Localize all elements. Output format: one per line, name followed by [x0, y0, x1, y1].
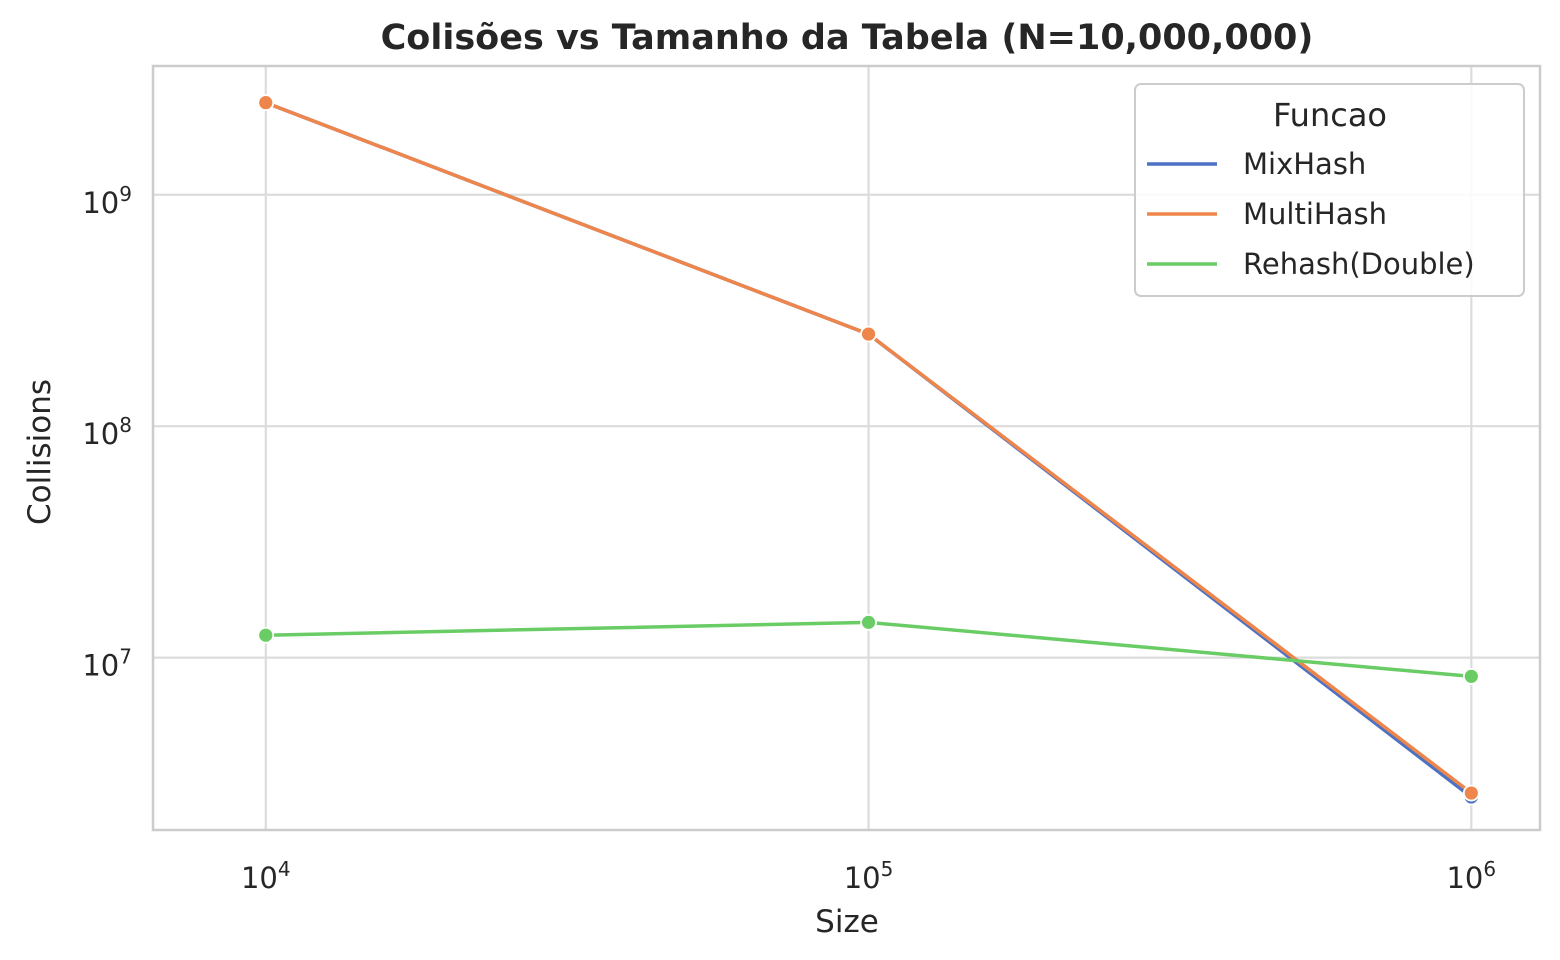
- x-tick-label-base: 10: [1446, 861, 1483, 895]
- y-tick-label-base: 10: [82, 649, 119, 683]
- data-point: [257, 626, 275, 644]
- legend-label: MixHash: [1243, 147, 1366, 181]
- x-tick-labels: 104 105 106: [241, 857, 1496, 895]
- legend-label: Rehash(Double): [1243, 247, 1475, 281]
- legend-items: MixHash MultiHash Rehash(Double): [1147, 147, 1475, 281]
- legend-entry: MultiHash: [1147, 197, 1387, 231]
- legend-title: Funcao: [1273, 96, 1387, 134]
- y-tick-label: 107: [82, 645, 132, 683]
- x-tick-label-exponent: 6: [1483, 857, 1496, 881]
- data-point: [860, 613, 877, 631]
- legend-box: [1134, 83, 1525, 297]
- series-multihash: [257, 94, 1480, 802]
- data-series: [257, 94, 1480, 806]
- x-tick-label-base: 10: [241, 861, 278, 895]
- y-tick-label-exponent: 9: [119, 182, 132, 206]
- y-tick-label-exponent: 8: [119, 413, 132, 437]
- y-tick-label: 109: [82, 182, 132, 220]
- x-tick-label: 105: [844, 857, 894, 895]
- legend-entry: MixHash: [1147, 147, 1366, 181]
- data-point: [1462, 784, 1480, 802]
- plot-frame: [151, 64, 1542, 832]
- legend-entry: Rehash(Double): [1147, 247, 1475, 281]
- y-tick-label: 108: [82, 413, 132, 451]
- x-tick-label-base: 10: [844, 861, 881, 895]
- legend-label: MultiHash: [1243, 197, 1387, 231]
- x-tick-label-exponent: 4: [278, 857, 291, 881]
- x-tick-label-exponent: 5: [881, 857, 894, 881]
- y-tick-label-base: 10: [82, 417, 119, 451]
- y-tick-label-exponent: 7: [119, 645, 132, 669]
- y-axis-label: Collisions: [22, 379, 58, 525]
- x-tick-label: 106: [1446, 857, 1496, 895]
- data-point: [257, 94, 275, 112]
- legend: Funcao MixHash MultiHash Rehash(Double): [1134, 83, 1525, 297]
- chart-title: Colisões vs Tamanho da Tabela (N=10,000,…: [381, 18, 1314, 58]
- data-point: [1462, 667, 1480, 685]
- x-axis-label: Size: [815, 904, 879, 940]
- series-rehash-double-: [257, 613, 1480, 685]
- x-tick-label: 104: [241, 857, 291, 895]
- y-tick-label-base: 10: [82, 186, 119, 220]
- data-point: [860, 325, 877, 343]
